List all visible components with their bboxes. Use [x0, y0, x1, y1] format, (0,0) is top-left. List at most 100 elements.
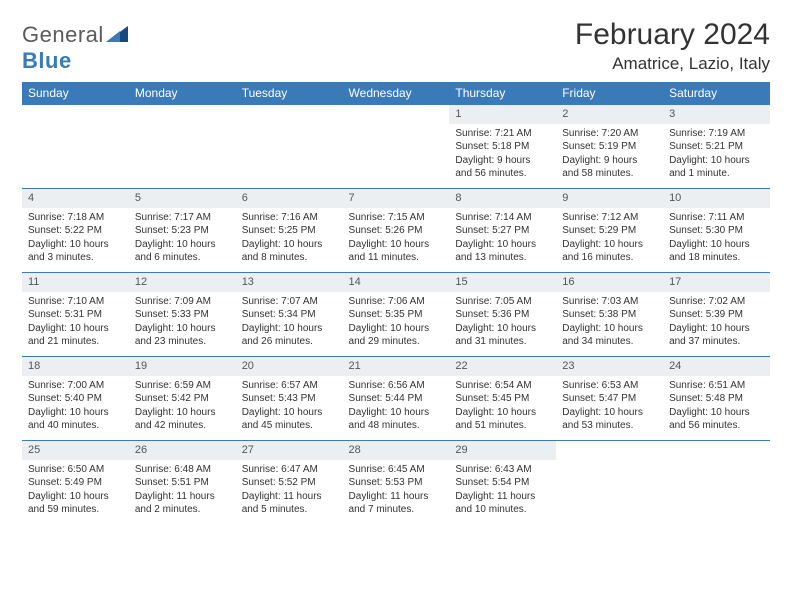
- calendar-day-cell: 7Sunrise: 7:15 AMSunset: 5:26 PMDaylight…: [343, 189, 450, 273]
- weekday-header: Wednesday: [343, 82, 450, 105]
- day-sunrise: Sunrise: 7:18 AM: [28, 211, 123, 225]
- day-body: Sunrise: 6:48 AMSunset: 5:51 PMDaylight:…: [129, 460, 236, 521]
- day-sunset: Sunset: 5:22 PM: [28, 224, 123, 238]
- day-daylight1: Daylight: 10 hours: [455, 238, 550, 252]
- day-sunset: Sunset: 5:18 PM: [455, 140, 550, 154]
- day-daylight1: Daylight: 10 hours: [28, 322, 123, 336]
- day-sunrise: Sunrise: 6:57 AM: [242, 379, 337, 393]
- weekday-header: Saturday: [663, 82, 770, 105]
- day-sunset: Sunset: 5:52 PM: [242, 476, 337, 490]
- calendar-day-cell: 29Sunrise: 6:43 AMSunset: 5:54 PMDayligh…: [449, 441, 556, 525]
- calendar-day-cell: 19Sunrise: 6:59 AMSunset: 5:42 PMDayligh…: [129, 357, 236, 441]
- day-sunrise: Sunrise: 7:09 AM: [135, 295, 230, 309]
- calendar-day-cell: [343, 105, 450, 189]
- day-daylight2: and 18 minutes.: [669, 251, 764, 265]
- month-title: February 2024: [575, 18, 770, 52]
- day-body: Sunrise: 7:14 AMSunset: 5:27 PMDaylight:…: [449, 208, 556, 269]
- day-sunrise: Sunrise: 7:00 AM: [28, 379, 123, 393]
- day-sunrise: Sunrise: 7:02 AM: [669, 295, 764, 309]
- day-daylight2: and 34 minutes.: [562, 335, 657, 349]
- day-number: 3: [663, 105, 770, 124]
- day-sunrise: Sunrise: 7:14 AM: [455, 211, 550, 225]
- calendar-day-cell: 27Sunrise: 6:47 AMSunset: 5:52 PMDayligh…: [236, 441, 343, 525]
- day-sunset: Sunset: 5:42 PM: [135, 392, 230, 406]
- day-sunset: Sunset: 5:30 PM: [669, 224, 764, 238]
- day-daylight1: Daylight: 10 hours: [349, 238, 444, 252]
- day-body: Sunrise: 7:09 AMSunset: 5:33 PMDaylight:…: [129, 292, 236, 353]
- day-daylight1: Daylight: 10 hours: [135, 406, 230, 420]
- day-sunset: Sunset: 5:39 PM: [669, 308, 764, 322]
- brand-logo: General Blue: [22, 22, 128, 74]
- day-number: 9: [556, 189, 663, 208]
- day-number: 6: [236, 189, 343, 208]
- weekday-header: Monday: [129, 82, 236, 105]
- day-daylight2: and 8 minutes.: [242, 251, 337, 265]
- calendar-day-cell: 5Sunrise: 7:17 AMSunset: 5:23 PMDaylight…: [129, 189, 236, 273]
- day-body: Sunrise: 7:05 AMSunset: 5:36 PMDaylight:…: [449, 292, 556, 353]
- day-daylight2: and 26 minutes.: [242, 335, 337, 349]
- day-number: 21: [343, 357, 450, 376]
- day-daylight2: and 56 minutes.: [669, 419, 764, 433]
- calendar-day-cell: 3Sunrise: 7:19 AMSunset: 5:21 PMDaylight…: [663, 105, 770, 189]
- day-sunset: Sunset: 5:19 PM: [562, 140, 657, 154]
- weekday-header-row: Sunday Monday Tuesday Wednesday Thursday…: [22, 82, 770, 105]
- day-daylight1: Daylight: 9 hours: [562, 154, 657, 168]
- day-sunrise: Sunrise: 6:47 AM: [242, 463, 337, 477]
- day-daylight2: and 42 minutes.: [135, 419, 230, 433]
- day-daylight2: and 56 minutes.: [455, 167, 550, 181]
- day-daylight1: Daylight: 9 hours: [455, 154, 550, 168]
- day-sunset: Sunset: 5:27 PM: [455, 224, 550, 238]
- day-sunset: Sunset: 5:54 PM: [455, 476, 550, 490]
- weekday-header: Thursday: [449, 82, 556, 105]
- day-daylight1: Daylight: 10 hours: [242, 406, 337, 420]
- day-sunset: Sunset: 5:31 PM: [28, 308, 123, 322]
- day-number: 14: [343, 273, 450, 292]
- day-sunset: Sunset: 5:26 PM: [349, 224, 444, 238]
- calendar-day-cell: 1Sunrise: 7:21 AMSunset: 5:18 PMDaylight…: [449, 105, 556, 189]
- day-sunset: Sunset: 5:36 PM: [455, 308, 550, 322]
- calendar-day-cell: 17Sunrise: 7:02 AMSunset: 5:39 PMDayligh…: [663, 273, 770, 357]
- calendar-day-cell: 18Sunrise: 7:00 AMSunset: 5:40 PMDayligh…: [22, 357, 129, 441]
- day-sunrise: Sunrise: 7:11 AM: [669, 211, 764, 225]
- calendar-day-cell: [556, 441, 663, 525]
- day-sunset: Sunset: 5:35 PM: [349, 308, 444, 322]
- day-number: 26: [129, 441, 236, 460]
- day-sunrise: Sunrise: 7:15 AM: [349, 211, 444, 225]
- day-daylight1: Daylight: 10 hours: [135, 322, 230, 336]
- day-number: 17: [663, 273, 770, 292]
- day-sunset: Sunset: 5:21 PM: [669, 140, 764, 154]
- brand-triangle-icon: [106, 22, 128, 48]
- day-sunrise: Sunrise: 7:06 AM: [349, 295, 444, 309]
- calendar-day-cell: 6Sunrise: 7:16 AMSunset: 5:25 PMDaylight…: [236, 189, 343, 273]
- day-number: 12: [129, 273, 236, 292]
- day-sunrise: Sunrise: 7:05 AM: [455, 295, 550, 309]
- day-sunrise: Sunrise: 6:45 AM: [349, 463, 444, 477]
- day-number: 20: [236, 357, 343, 376]
- day-number: 15: [449, 273, 556, 292]
- weekday-header: Sunday: [22, 82, 129, 105]
- day-daylight1: Daylight: 10 hours: [28, 406, 123, 420]
- day-body: Sunrise: 7:18 AMSunset: 5:22 PMDaylight:…: [22, 208, 129, 269]
- day-daylight1: Daylight: 10 hours: [455, 322, 550, 336]
- calendar-day-cell: 21Sunrise: 6:56 AMSunset: 5:44 PMDayligh…: [343, 357, 450, 441]
- day-sunrise: Sunrise: 7:03 AM: [562, 295, 657, 309]
- calendar-day-cell: [129, 105, 236, 189]
- day-sunset: Sunset: 5:40 PM: [28, 392, 123, 406]
- day-number: 13: [236, 273, 343, 292]
- day-number: 24: [663, 357, 770, 376]
- day-body: Sunrise: 6:54 AMSunset: 5:45 PMDaylight:…: [449, 376, 556, 437]
- day-daylight1: Daylight: 10 hours: [349, 406, 444, 420]
- day-number: 22: [449, 357, 556, 376]
- calendar-day-cell: 11Sunrise: 7:10 AMSunset: 5:31 PMDayligh…: [22, 273, 129, 357]
- day-number: 28: [343, 441, 450, 460]
- day-daylight1: Daylight: 11 hours: [349, 490, 444, 504]
- day-body: Sunrise: 6:53 AMSunset: 5:47 PMDaylight:…: [556, 376, 663, 437]
- location: Amatrice, Lazio, Italy: [575, 54, 770, 74]
- day-number: 25: [22, 441, 129, 460]
- day-sunset: Sunset: 5:53 PM: [349, 476, 444, 490]
- day-number: 1: [449, 105, 556, 124]
- day-sunset: Sunset: 5:34 PM: [242, 308, 337, 322]
- day-sunset: Sunset: 5:38 PM: [562, 308, 657, 322]
- day-daylight1: Daylight: 10 hours: [349, 322, 444, 336]
- day-number: 5: [129, 189, 236, 208]
